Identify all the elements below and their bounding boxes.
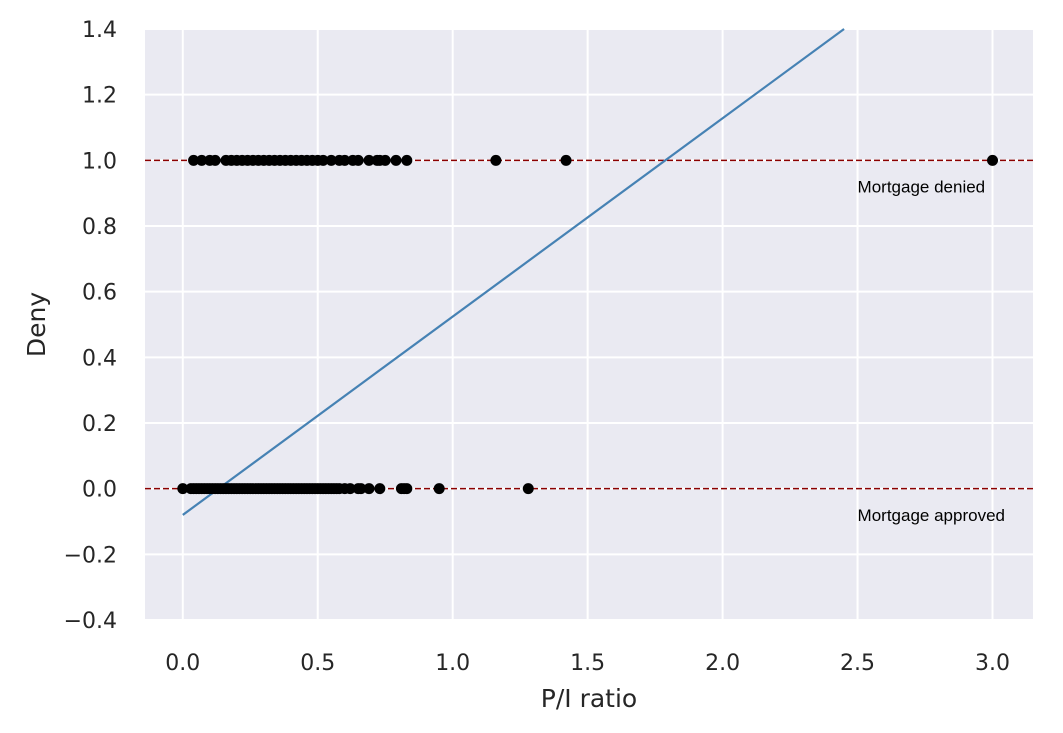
y-tick-label: 0.6 (82, 281, 117, 306)
regression-line-group (182, 28, 845, 516)
x-tick-label: 3.0 (975, 651, 1010, 676)
annotation-label: Mortgage denied (858, 178, 986, 197)
y-tick-label: 1.0 (82, 149, 117, 174)
annotations: Mortgage denied Mortgage approved (858, 178, 1005, 525)
data-point (390, 154, 402, 166)
y-tick-label: −0.2 (64, 543, 117, 568)
data-point (196, 154, 208, 166)
y-tick-label: 1.4 (82, 18, 117, 43)
annotation-label: Mortgage approved (858, 506, 1005, 525)
data-point (490, 154, 502, 166)
grid (145, 28, 1033, 621)
y-tick-label: −0.4 (64, 609, 117, 634)
data-point (325, 154, 337, 166)
data-point (355, 483, 367, 495)
y-tick-label: 0.2 (82, 412, 117, 437)
x-axis-label: P/I ratio (541, 684, 637, 713)
data-point (177, 483, 189, 495)
data-point (344, 483, 356, 495)
x-tick-label: 0.5 (300, 651, 335, 676)
x-tick-label: 0.0 (165, 651, 200, 676)
y-axis-label: Deny (22, 292, 51, 357)
x-tick-label: 2.0 (705, 651, 740, 676)
data-point (339, 154, 351, 166)
data-point (560, 154, 572, 166)
y-tick-labels: −0.4 −0.2 0.0 0.2 0.4 0.6 0.8 1.0 1.2 1.4 (64, 18, 117, 634)
data-points (177, 154, 999, 495)
plot-area (145, 29, 1033, 620)
x-tick-label: 1.5 (570, 651, 605, 676)
data-point (317, 154, 329, 166)
x-tick-label: 1.0 (435, 651, 470, 676)
data-point (363, 154, 375, 166)
data-point (433, 483, 445, 495)
data-point (188, 154, 200, 166)
y-tick-label: 1.2 (82, 84, 117, 109)
y-tick-label: 0.4 (82, 346, 117, 371)
x-tick-labels: 0.0 0.5 1.0 1.5 2.0 2.5 3.0 (165, 651, 1010, 676)
data-point (401, 483, 413, 495)
data-point (363, 483, 375, 495)
data-point (522, 483, 534, 495)
data-point (401, 154, 413, 166)
data-point (987, 154, 999, 166)
data-point (352, 154, 364, 166)
regression-line (182, 28, 845, 516)
data-point (374, 483, 386, 495)
data-point (379, 154, 391, 166)
x-tick-label: 2.5 (840, 651, 875, 676)
y-tick-label: 0.0 (82, 478, 117, 503)
y-tick-label: 0.8 (82, 215, 117, 240)
data-point (209, 154, 221, 166)
